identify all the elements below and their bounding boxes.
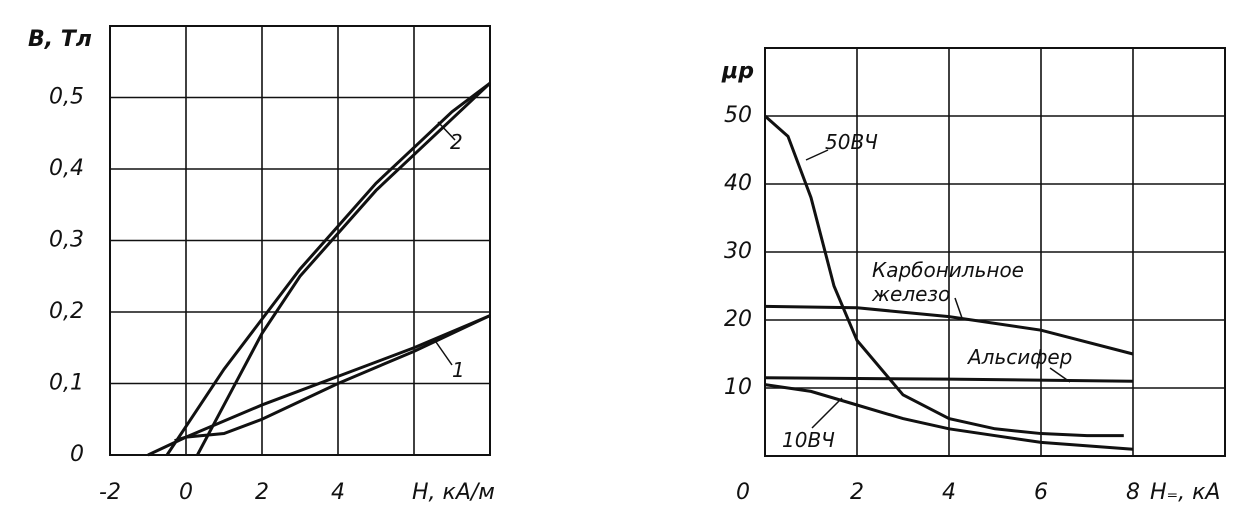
leader-line bbox=[1049, 367, 1071, 383]
leader-line bbox=[435, 341, 453, 366]
y-tick-label: 30 bbox=[724, 239, 752, 264]
leader-line bbox=[437, 121, 456, 141]
x-tick-label: 0 bbox=[736, 480, 750, 505]
curve bbox=[764, 304, 1134, 356]
curve bbox=[764, 383, 1134, 451]
y-tick-label: 40 bbox=[724, 171, 752, 196]
plot-frame bbox=[764, 47, 1226, 457]
curve bbox=[196, 82, 492, 456]
x-tick-label: 8 bbox=[1126, 480, 1140, 505]
y-tick-label: 0,1 bbox=[49, 371, 84, 396]
curve-label: 10ВЧ bbox=[782, 428, 835, 452]
curve bbox=[147, 314, 491, 457]
x-tick-label: 4 bbox=[942, 480, 956, 505]
y-tick-label: 0,3 bbox=[49, 228, 84, 253]
y-tick-label: 0,2 bbox=[49, 299, 84, 324]
y-tick-label: 0,4 bbox=[49, 156, 84, 181]
x-tick-label: 2 bbox=[255, 480, 269, 505]
y-axis-label: B, Тл bbox=[28, 27, 92, 52]
x-tick-label: 4 bbox=[331, 480, 345, 505]
curve-label: Альсифер bbox=[968, 345, 1073, 369]
plot-frame bbox=[109, 25, 491, 456]
x-tick-label: 6 bbox=[1034, 480, 1048, 505]
curve-label: 50ВЧ bbox=[825, 130, 878, 154]
curve-label: 2 bbox=[450, 130, 463, 154]
x-axis-label: H₌, кА bbox=[1150, 480, 1220, 505]
x-tick-label: -2 bbox=[99, 480, 121, 505]
x-tick-label: 2 bbox=[850, 480, 864, 505]
curve-label: Карбонильное железо bbox=[872, 258, 1024, 306]
curve bbox=[165, 82, 491, 456]
x-tick-label: 0 bbox=[179, 480, 193, 505]
y-tick-label: 0,5 bbox=[49, 85, 84, 110]
leader-line bbox=[954, 297, 963, 319]
curve bbox=[764, 376, 1134, 383]
leader-line bbox=[811, 397, 843, 429]
y-axis-label: μp bbox=[721, 59, 754, 84]
y-tick-label: 0 bbox=[70, 442, 84, 467]
y-tick-label: 50 bbox=[724, 103, 752, 128]
curve bbox=[764, 114, 1124, 438]
leader-line bbox=[805, 149, 829, 161]
curve-label: 1 bbox=[452, 358, 465, 382]
x-axis-label: H, кА/м bbox=[412, 480, 495, 505]
y-tick-label: 10 bbox=[724, 375, 752, 400]
y-tick-label: 20 bbox=[724, 307, 752, 332]
curve bbox=[174, 314, 491, 443]
